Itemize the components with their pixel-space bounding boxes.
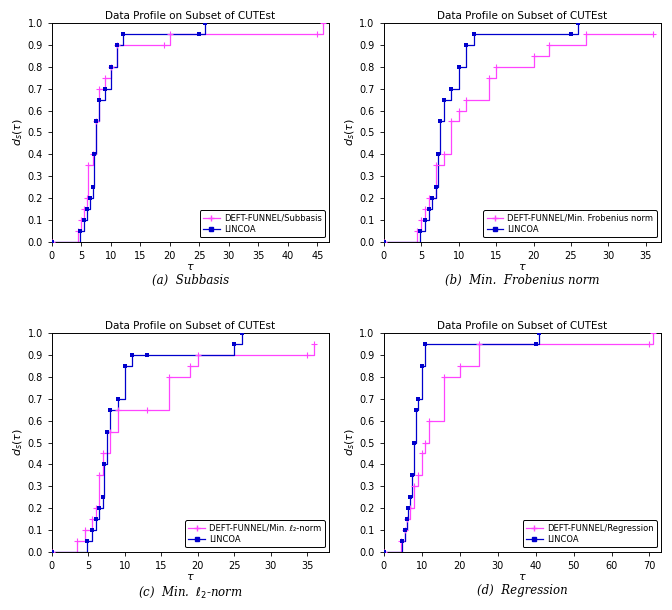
Legend: DEFT-FUNNEL/Regression, LINCOA: DEFT-FUNNEL/Regression, LINCOA [523,520,657,548]
Legend: DEFT-FUNNEL/Subbasis, LINCOA: DEFT-FUNNEL/Subbasis, LINCOA [200,210,325,237]
Y-axis label: $d_s(\tau)$: $d_s(\tau)$ [11,118,25,146]
X-axis label: $\tau$: $\tau$ [186,572,195,582]
Y-axis label: $d_s(\tau)$: $d_s(\tau)$ [11,429,25,456]
X-axis label: $\tau$: $\tau$ [518,262,527,272]
X-axis label: $\tau$: $\tau$ [186,262,195,272]
Y-axis label: $d_s(\tau)$: $d_s(\tau)$ [343,118,357,146]
Y-axis label: $d_s(\tau)$: $d_s(\tau)$ [343,429,357,456]
Title: Data Profile on Subset of CUTEst: Data Profile on Subset of CUTEst [106,321,276,331]
Title: Data Profile on Subset of CUTEst: Data Profile on Subset of CUTEst [106,11,276,21]
Text: (d)  Regression: (d) Regression [477,584,568,597]
Title: Data Profile on Subset of CUTEst: Data Profile on Subset of CUTEst [437,321,607,331]
Legend: DEFT-FUNNEL/Min. Frobenius norm, LINCOA: DEFT-FUNNEL/Min. Frobenius norm, LINCOA [483,210,657,237]
Text: (b)  Min.  Frobenius norm: (b) Min. Frobenius norm [445,274,599,287]
Text: (c)  Min.  $\ell_2$-norm: (c) Min. $\ell_2$-norm [138,584,243,600]
X-axis label: $\tau$: $\tau$ [518,572,527,582]
Text: (a)  Subbasis: (a) Subbasis [152,274,229,287]
Legend: DEFT-FUNNEL/Min. ℓ₂-norm, LINCOA: DEFT-FUNNEL/Min. ℓ₂-norm, LINCOA [185,520,325,548]
Title: Data Profile on Subset of CUTEst: Data Profile on Subset of CUTEst [437,11,607,21]
